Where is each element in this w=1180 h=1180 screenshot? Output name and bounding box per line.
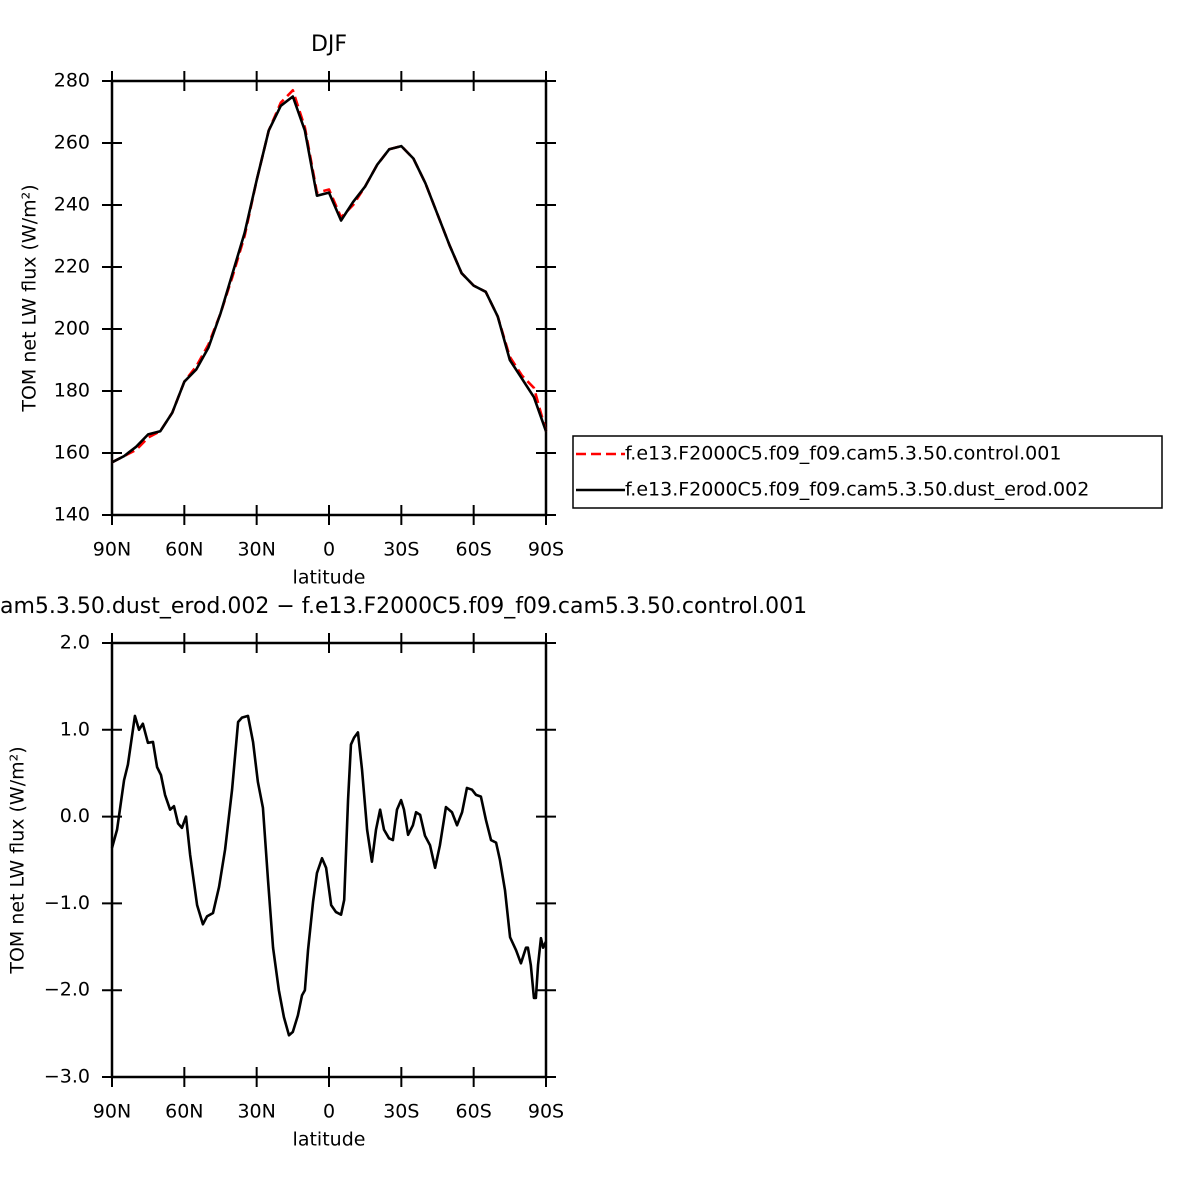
y-tick-label: 0.0 xyxy=(60,805,90,827)
x-tick-label: 0 xyxy=(323,1101,335,1123)
y-tick-label: 140 xyxy=(54,504,90,526)
y-tick-label: −2.0 xyxy=(44,979,90,1001)
legend-box xyxy=(572,435,1163,509)
y-tick-label: 200 xyxy=(54,318,90,340)
y-tick-label: 1.0 xyxy=(60,718,90,740)
chart-title: DJF xyxy=(311,32,347,57)
x-tick-label: 60S xyxy=(456,1101,492,1123)
x-tick-label: 90S xyxy=(528,1101,564,1123)
x-tick-label: 30S xyxy=(383,1101,419,1123)
x-tick-label: 30S xyxy=(383,539,419,561)
data-line xyxy=(111,95,548,464)
y-tick-label: 220 xyxy=(54,256,90,278)
legend-label: f.e13.F2000C5.f09_f09.cam5.3.50.control.… xyxy=(625,443,1061,465)
x-axis-label: latitude xyxy=(293,1129,366,1151)
data-line xyxy=(111,89,548,464)
x-tick-label: 90S xyxy=(528,539,564,561)
x-tick-label: 0 xyxy=(323,539,335,561)
y-tick-label: −3.0 xyxy=(44,1066,90,1088)
y-tick-label: 260 xyxy=(54,132,90,154)
y-axis-label: TOM net LW flux (W/m²) xyxy=(19,184,41,412)
x-tick-label: 90N xyxy=(93,1101,131,1123)
x-tick-label: 30N xyxy=(237,1101,275,1123)
plot-frame xyxy=(110,641,548,1079)
x-tick-label: 60N xyxy=(165,1101,203,1123)
x-axis-label: latitude xyxy=(293,567,366,589)
legend-label: f.e13.F2000C5.f09_f09.cam5.3.50.dust_ero… xyxy=(625,479,1089,501)
x-tick-label: 30N xyxy=(237,539,275,561)
x-tick-label: 60S xyxy=(456,539,492,561)
y-axis-label: TOM net LW flux (W/m²) xyxy=(7,746,29,974)
chart-title: am5.3.50.dust_erod.002 − f.e13.F2000C5.f… xyxy=(0,594,807,619)
y-tick-label: 160 xyxy=(54,442,90,464)
x-tick-label: 60N xyxy=(165,539,203,561)
y-tick-label: 2.0 xyxy=(60,632,90,654)
data-line xyxy=(110,714,548,1037)
plot-frame xyxy=(110,79,548,517)
y-tick-label: 180 xyxy=(54,380,90,402)
y-tick-label: 240 xyxy=(54,194,90,216)
y-tick-label: −1.0 xyxy=(44,892,90,914)
y-tick-label: 280 xyxy=(54,70,90,92)
x-tick-label: 90N xyxy=(93,539,131,561)
